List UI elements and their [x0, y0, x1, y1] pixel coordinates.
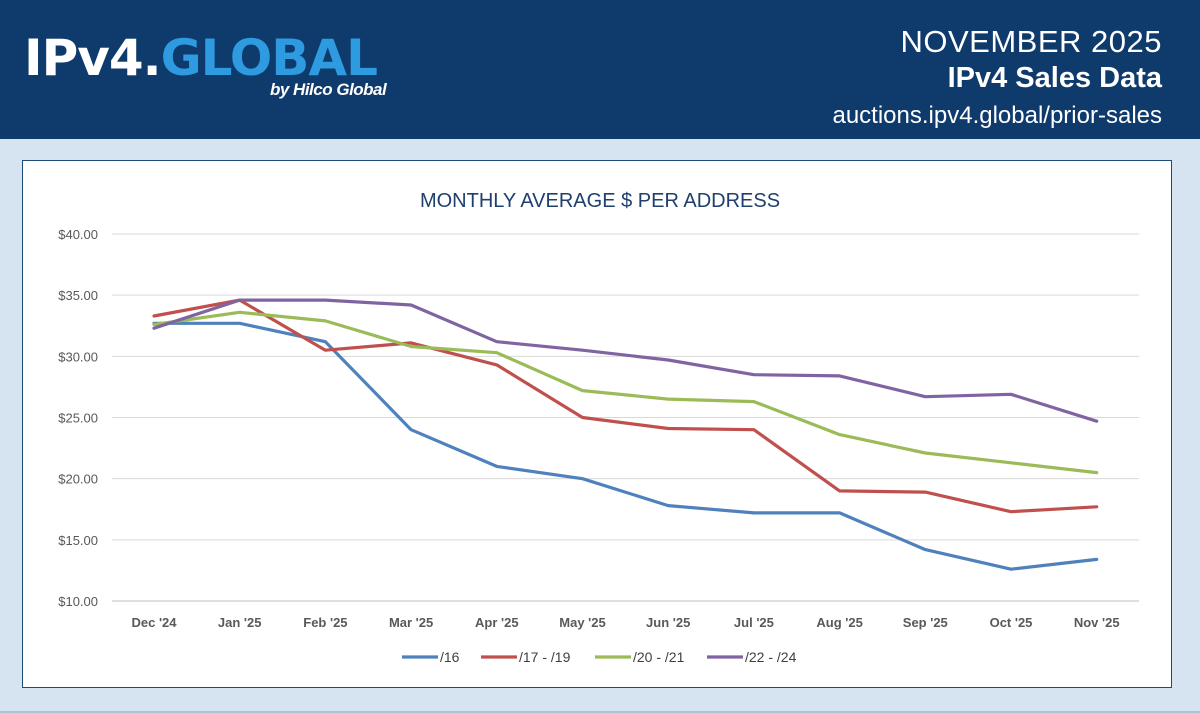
y-tick-label: $15.00: [58, 533, 98, 548]
x-tick-label: Aug '25: [816, 615, 862, 630]
y-tick-label: $40.00: [58, 227, 98, 242]
y-tick-label: $20.00: [58, 472, 98, 487]
header-info: NOVEMBER 2025 IPv4 Sales Data auctions.i…: [832, 24, 1162, 134]
y-tick-label: $25.00: [58, 411, 98, 426]
x-tick-label: May '25: [559, 615, 605, 630]
legend-label: /22 - /24: [745, 649, 797, 665]
legend-item: /22 - /24: [707, 649, 797, 665]
legend-label: /20 - /21: [633, 649, 685, 665]
series-line: [152, 298, 1099, 514]
x-tick-label: Jul '25: [734, 615, 774, 630]
legend-item: /17 - /19: [481, 649, 571, 665]
legend-label: /16: [440, 649, 460, 665]
x-tick-label: Mar '25: [389, 615, 433, 630]
report-url[interactable]: auctions.ipv4.global/prior-sales: [832, 102, 1162, 129]
x-tick-label: Jun '25: [646, 615, 690, 630]
x-tick-label: Nov '25: [1074, 615, 1120, 630]
legend-item: /20 - /21: [595, 649, 685, 665]
x-tick-label: Feb '25: [303, 615, 347, 630]
legend-label: /17 - /19: [519, 649, 571, 665]
logo-ipv4: IPv4.: [24, 29, 162, 87]
series-line: [152, 321, 1099, 571]
x-tick-label: Oct '25: [990, 615, 1033, 630]
logo: IPv4.GLOBAL: [24, 28, 378, 88]
logo-byline: by Hilco Global: [270, 80, 387, 99]
chart-title: MONTHLY AVERAGE $ PER ADDRESS: [420, 190, 780, 212]
series-line: [152, 298, 1099, 423]
x-tick-label: Apr '25: [475, 615, 519, 630]
bottom-divider: [0, 711, 1200, 713]
x-tick-label: Dec '24: [131, 615, 177, 630]
x-tick-label: Jan '25: [218, 615, 262, 630]
y-tick-label: $10.00: [58, 594, 98, 609]
series-line: [152, 310, 1099, 475]
y-tick-label: $30.00: [58, 349, 98, 364]
y-tick-label: $35.00: [58, 288, 98, 303]
legend-item: /16: [402, 649, 460, 665]
header-banner: IPv4.GLOBAL by Hilco Global NOVEMBER 202…: [0, 0, 1200, 139]
report-date: NOVEMBER 2025: [900, 24, 1162, 59]
report-title: IPv4 Sales Data: [947, 62, 1162, 94]
x-tick-label: Sep '25: [903, 615, 948, 630]
chart-panel: [22, 160, 1172, 688]
logo-global: GLOBAL: [160, 29, 378, 87]
